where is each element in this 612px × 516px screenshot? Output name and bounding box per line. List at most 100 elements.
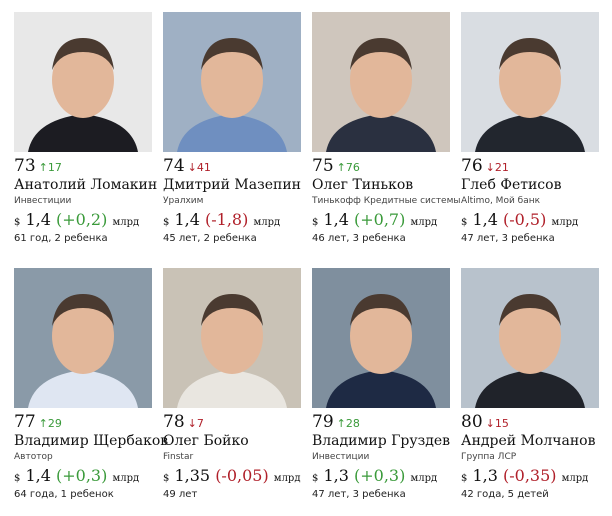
photo: [312, 268, 450, 408]
change-value: 28: [345, 417, 360, 430]
change-arrow: ↓: [187, 161, 197, 174]
worth-delta: (-0,05): [215, 466, 269, 485]
change-value: 76: [345, 161, 360, 174]
worth-delta: (-0,5): [503, 210, 547, 229]
person-card: 77 ↑29 Владимир Щербаков Автотор $ 1,4 (+0,3…: [14, 268, 168, 500]
name: Олег Бойко: [163, 433, 249, 449]
rank-change: ↓21: [486, 161, 509, 174]
change-value: 17: [47, 161, 62, 174]
change-value: 29: [47, 417, 62, 430]
change-arrow: ↓: [485, 161, 495, 174]
rank-change: ↑29: [39, 417, 62, 430]
name: Олег Тиньков: [312, 177, 414, 193]
rank-row: 76 ↓21: [461, 156, 609, 176]
rank-row: 75 ↑76: [312, 156, 460, 176]
currency: $: [461, 217, 468, 228]
name: Анатолий Ломакин: [14, 177, 158, 193]
worth: 1,4: [25, 210, 51, 229]
info: 45 лет, 2 ребенка: [163, 233, 257, 244]
change-value: 15: [494, 417, 509, 430]
unit: млрд: [273, 473, 301, 484]
worth-delta: (+0,7): [354, 210, 406, 229]
change-value: 41: [196, 161, 211, 174]
company: Группа ЛСР: [461, 452, 517, 462]
company: Инвестиции: [14, 196, 72, 206]
change-arrow: ↑: [336, 161, 346, 174]
photo: [163, 12, 301, 152]
rank: 75: [312, 156, 334, 176]
worth-delta: (-1,8): [205, 210, 249, 229]
rank-change: ↓41: [188, 161, 211, 174]
unit: млрд: [551, 217, 579, 228]
rank-row: 80 ↓15: [461, 412, 609, 432]
rank-change: ↓15: [486, 417, 509, 430]
worth: 1,4: [174, 210, 200, 229]
rank-row: 73 ↑17: [14, 156, 162, 176]
info: 47 лет, 3 ребенка: [461, 233, 555, 244]
info: 46 лет, 3 ребенка: [312, 233, 406, 244]
rank-row: 78 ↓7: [163, 412, 311, 432]
rank: 79: [312, 412, 334, 432]
rank: 76: [461, 156, 483, 176]
info: 64 года, 1 ребенок: [14, 489, 114, 500]
net-worth: $ 1,4 (+0,3) млрд: [14, 466, 162, 485]
company: Инвестиции: [312, 452, 370, 462]
rank-row: 77 ↑29: [14, 412, 162, 432]
net-worth: $ 1,35 (-0,05) млрд: [163, 466, 311, 485]
rank-row: 79 ↑28: [312, 412, 460, 432]
photo: [461, 12, 599, 152]
person-card: 79 ↑28 Владимир Груздев Инвестиции $ 1,3 (+0…: [312, 268, 460, 500]
company: Altimo, Мой банк: [461, 196, 541, 206]
change-arrow: ↑: [336, 417, 346, 430]
rank-row: 74 ↓41: [163, 156, 311, 176]
unit: млрд: [410, 217, 438, 228]
person-card: 75 ↑76 Олег Тиньков Тинькофф Кредитные сист…: [312, 12, 461, 244]
rank: 77: [14, 412, 36, 432]
photo: [461, 268, 599, 408]
change-arrow: ↓: [187, 417, 197, 430]
photo: [14, 268, 152, 408]
net-worth: $ 1,4 (+0,2) млрд: [14, 210, 162, 229]
company: Тинькофф Кредитные системы: [312, 196, 461, 206]
info: 47 лет, 3 ребенка: [312, 489, 406, 500]
currency: $: [14, 217, 21, 228]
info: 49 лет: [163, 489, 198, 500]
person-card: 78 ↓7 Олег Бойко Finstar $ 1,35 (-0,05) млрд…: [163, 268, 311, 500]
change-arrow: ↓: [485, 417, 495, 430]
net-worth: $ 1,4 (-1,8) млрд: [163, 210, 311, 229]
worth-delta: (-0,35): [503, 466, 557, 485]
currency: $: [14, 473, 21, 484]
company: Автотор: [14, 452, 53, 462]
company: Finstar: [163, 452, 194, 462]
change-arrow: ↑: [38, 161, 48, 174]
person-card: 80 ↓15 Андрей Молчанов Группа ЛСР $ 1,3 (-0,…: [461, 268, 609, 500]
net-worth: $ 1,3 (-0,35) млрд: [461, 466, 609, 485]
worth: 1,3: [472, 466, 498, 485]
rank-change: ↓7: [188, 417, 204, 430]
unit: млрд: [410, 473, 438, 484]
photo: [163, 268, 301, 408]
unit: млрд: [253, 217, 281, 228]
net-worth: $ 1,4 (-0,5) млрд: [461, 210, 609, 229]
rank: 73: [14, 156, 36, 176]
worth-delta: (+0,3): [354, 466, 406, 485]
rank-change: ↑17: [39, 161, 62, 174]
name: Дмитрий Мазепин: [163, 177, 302, 193]
rank: 78: [163, 412, 185, 432]
person-card: 74 ↓41 Дмитрий Мазепин Уралхим $ 1,4 (-1,8) …: [163, 12, 311, 244]
worth: 1,4: [472, 210, 498, 229]
net-worth: $ 1,3 (+0,3) млрд: [312, 466, 460, 485]
company: Уралхим: [163, 196, 204, 206]
change-value: 7: [196, 417, 204, 430]
change-value: 21: [494, 161, 509, 174]
currency: $: [312, 217, 319, 228]
person-card: 76 ↓21 Глеб Фетисов Altimo, Мой банк $ 1,4 (…: [461, 12, 609, 244]
worth-delta: (+0,2): [56, 210, 108, 229]
unit: млрд: [112, 217, 140, 228]
unit: млрд: [112, 473, 140, 484]
worth: 1,4: [25, 466, 51, 485]
photo: [312, 12, 450, 152]
photo: [14, 12, 152, 152]
currency: $: [461, 473, 468, 484]
rank-change: ↑28: [337, 417, 360, 430]
